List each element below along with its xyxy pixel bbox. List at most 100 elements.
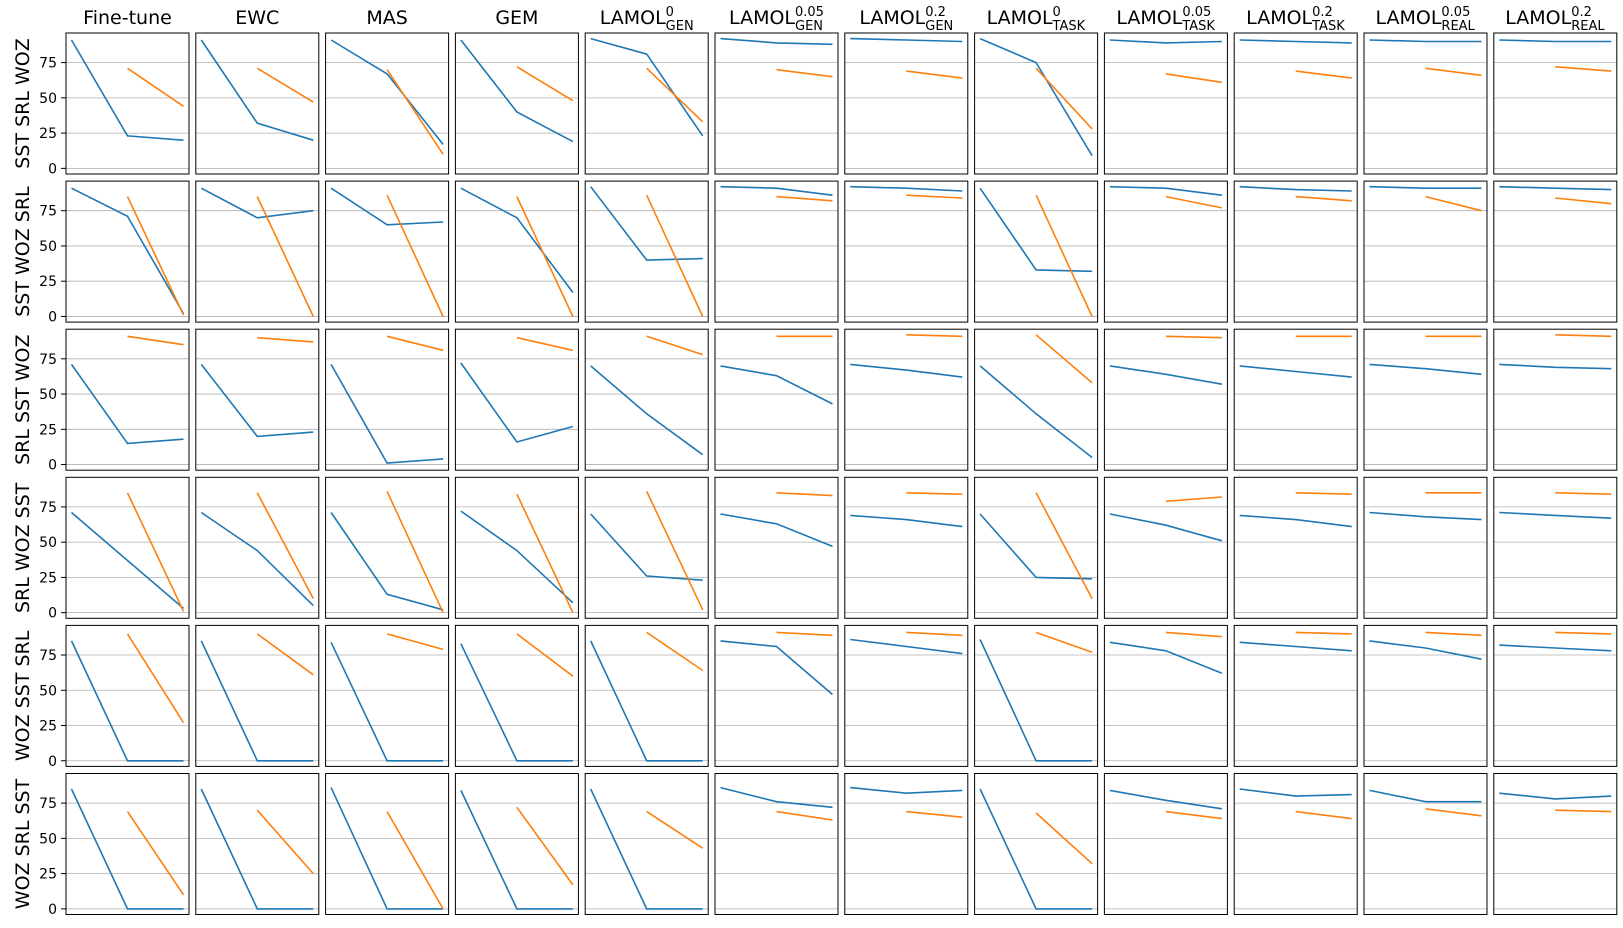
y-tick-label: 75 [39, 500, 57, 516]
series-line-orange [127, 67, 184, 107]
panel-frame [584, 32, 709, 175]
panel-frame [1103, 773, 1228, 915]
series-line-blue [590, 513, 703, 581]
column-title: GEM [495, 7, 538, 29]
panel-frame [714, 180, 839, 323]
series-line-orange [646, 335, 703, 356]
column-title: LAMOL0.05 TASK [1116, 5, 1215, 34]
series-line-orange [776, 631, 833, 637]
column-title-main: Fine-tune [83, 7, 172, 29]
series-line-blue [1239, 788, 1352, 797]
y-tick-label: 50 [39, 239, 57, 255]
series-line-blue [979, 788, 1093, 910]
series-line-orange [1555, 197, 1612, 205]
panel [1363, 328, 1488, 471]
panel-frame [1103, 328, 1228, 471]
row-title: SST SRL WOZ [12, 38, 34, 168]
series-line-blue [720, 365, 833, 405]
panel-frame [1363, 180, 1488, 323]
panel-frame [65, 180, 190, 323]
panel-frame [1233, 624, 1358, 767]
series-line-orange [1165, 195, 1223, 209]
panel-frame [65, 624, 190, 767]
column-title-main: LAMOL [1246, 7, 1312, 29]
panel-frame [454, 476, 579, 619]
panel-frame [1363, 328, 1488, 471]
series-line-orange [645, 491, 704, 611]
column-titles: Fine-tune EWC MAS GEM LAMOL0 GEN LAMOL0.05 GEN L… [83, 5, 1605, 34]
panel-frame [714, 624, 839, 767]
panel [974, 624, 1099, 767]
column-title-main: LAMOL [1375, 7, 1441, 29]
panel-frame [1363, 773, 1488, 915]
series-line-blue [330, 512, 444, 611]
panel [1233, 32, 1358, 175]
series-line-orange [257, 336, 314, 343]
y-tick-label: 50 [39, 91, 57, 107]
series-line-orange [906, 631, 963, 637]
panel [584, 328, 709, 471]
series-line-orange [1425, 808, 1482, 817]
panel [974, 180, 1099, 323]
panel-frame [584, 328, 709, 471]
series-line-blue [590, 365, 704, 456]
panel-frame [714, 32, 839, 175]
series-line-orange [516, 196, 574, 317]
series-line-blue [70, 788, 184, 910]
panel-frame [714, 476, 839, 619]
panel [454, 476, 579, 619]
column-title-sub: GEN [925, 19, 953, 34]
series-line-blue [1239, 365, 1352, 378]
panel [325, 328, 450, 471]
panel [1493, 476, 1618, 619]
panel [844, 180, 969, 323]
row-title: WOZ SST SRL [12, 630, 34, 761]
series-line-blue [720, 786, 833, 809]
series-line-orange [1035, 194, 1093, 317]
series-line-orange [1295, 492, 1352, 495]
y-tick-label: 0 [48, 754, 57, 770]
panel [454, 180, 579, 323]
panel [325, 32, 450, 175]
series-line-blue [460, 187, 574, 293]
series-line-orange [516, 806, 574, 886]
panel [844, 328, 969, 471]
series-line-orange [256, 492, 315, 599]
panel-frame [1103, 476, 1228, 619]
series-line-blue [850, 37, 963, 43]
column-title-sup: 0.05 [1441, 5, 1470, 20]
panel [974, 328, 1099, 471]
series-line-blue [1109, 39, 1222, 44]
column-title-sub: REAL [1441, 19, 1475, 34]
column-title-main: LAMOL [600, 7, 666, 29]
panel [844, 32, 969, 175]
series-line-orange [906, 810, 963, 818]
series-line-blue [720, 513, 833, 548]
series-line-blue [589, 640, 703, 762]
panel [1493, 180, 1618, 323]
series-line-blue [1109, 641, 1223, 675]
panel [195, 476, 320, 619]
panel-frame [65, 476, 190, 619]
series-line-orange [1035, 812, 1093, 865]
series-line-orange [1165, 73, 1223, 84]
panel [1103, 328, 1228, 471]
row-title: SST WOZ SRL [12, 186, 34, 317]
column-title: LAMOL0 GEN [600, 5, 694, 34]
row-title: SRL SST WOZ [12, 334, 34, 464]
series-line-orange [1035, 334, 1093, 384]
panel [714, 32, 839, 175]
panel-frame [844, 32, 969, 175]
panel [1233, 773, 1358, 915]
series-line-blue [979, 639, 1093, 762]
column-title: LAMOL0.05 GEN [729, 5, 824, 34]
y-tick-label: 75 [39, 648, 57, 664]
panel-frame [195, 773, 320, 915]
series-line-orange [1165, 631, 1222, 638]
series-line-orange [1425, 631, 1482, 637]
series-line-blue [1369, 363, 1482, 376]
series-line-orange [386, 811, 444, 910]
series-line-blue [720, 640, 834, 696]
panel-frame [195, 476, 320, 619]
series-line-orange [516, 493, 574, 614]
